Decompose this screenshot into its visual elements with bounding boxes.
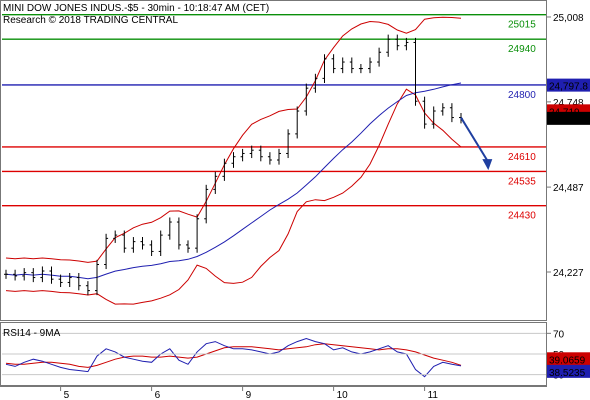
time-axis-label: 11 <box>428 390 439 400</box>
price-axis-label: 24,227 <box>553 268 584 279</box>
price-tags: 24,797.824,71924,696 <box>547 78 590 126</box>
level-label: 24535 <box>508 176 536 187</box>
rsi-value-tag-label: 39.0659 <box>549 355 586 366</box>
forecast-arrow-shaft <box>460 117 490 163</box>
moving-average-line <box>5 82 462 280</box>
level-label: 24610 <box>508 152 536 163</box>
level-label: 24430 <box>508 211 536 222</box>
chart-copyright: Research © 2018 TRADING CENTRAL <box>3 15 178 26</box>
rsi-line <box>5 337 462 378</box>
price-bars <box>4 34 463 296</box>
forecast-arrow <box>460 117 493 171</box>
level-label: 24800 <box>508 90 536 101</box>
rsi-ma-line <box>5 343 462 368</box>
price-axis-label: 24,748 <box>553 98 584 109</box>
rsi-lines <box>5 337 462 378</box>
time-axis-label: 5 <box>64 390 70 400</box>
bollinger-lower-line <box>5 88 462 305</box>
moving-average <box>5 82 462 280</box>
time-axis-label: 9 <box>246 390 252 400</box>
level-label: 25015 <box>508 20 536 31</box>
rsi-title: RSI14 - 9MA <box>3 328 61 339</box>
price-axis-label: 25,008 <box>553 13 584 24</box>
rsi-value-tag-label: 38.5235 <box>549 368 586 379</box>
level-label: 24940 <box>508 44 536 55</box>
bollinger-bands <box>5 16 462 305</box>
forecast-arrow-head <box>482 159 493 171</box>
time-axis-label: 10 <box>337 390 349 400</box>
main-plot-frame <box>0 0 547 321</box>
price-axis-label: 24,487 <box>553 183 584 194</box>
rsi-axis-label: 70 <box>553 329 565 340</box>
price-tag-box <box>547 78 590 92</box>
time-axis-label: 6 <box>155 390 161 400</box>
support-resistance-levels: 25015 24940 24800 24610 24535 24430 <box>2 13 546 222</box>
chart-title: MINI DOW JONES INDUS.-$5 - 30min - 10:18… <box>3 3 269 14</box>
bollinger-upper-line <box>5 16 462 263</box>
rsi-value-tag-box <box>547 352 590 366</box>
rsi-value-tag-box <box>547 364 590 378</box>
time-axis: 5 6 9 10 11 <box>60 386 439 400</box>
price-axis: 25,008 24,748 24,487 24,227 <box>546 13 584 279</box>
price-tag-label: 24,696 <box>549 115 580 126</box>
price-tag-label: 24,797.8 <box>549 82 588 93</box>
price-tag-box <box>547 111 590 125</box>
